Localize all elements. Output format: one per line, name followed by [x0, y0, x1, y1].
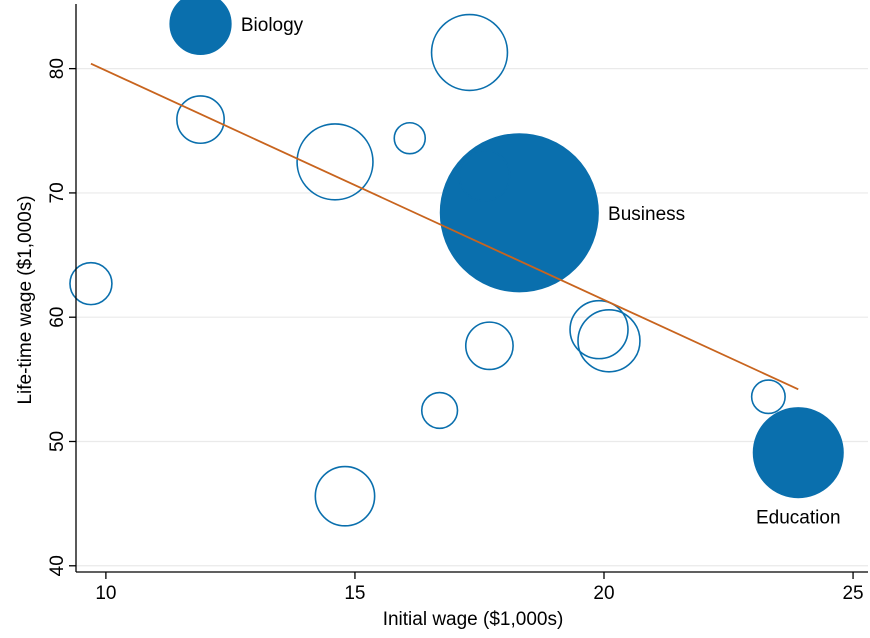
bubble-label: Business — [608, 204, 685, 225]
y-tick-label: 80 — [47, 58, 68, 79]
bubble — [577, 309, 641, 373]
x-tick-label: 15 — [344, 583, 365, 604]
bubble-filled — [752, 407, 844, 499]
y-tick-label: 60 — [47, 307, 68, 328]
fit-line-group — [90, 62, 799, 391]
bubble — [296, 123, 374, 201]
bubble-filled — [439, 133, 599, 293]
fit-line — [90, 62, 799, 391]
bubble — [458, 149, 511, 202]
bubble — [69, 261, 113, 306]
bubble — [314, 465, 376, 527]
bubble — [569, 299, 629, 360]
grid-lines — [76, 68, 868, 567]
bubble — [750, 379, 786, 415]
bubble — [420, 391, 459, 430]
x-tick-label: 10 — [95, 583, 116, 604]
bubble — [430, 13, 509, 92]
bubble-filled — [169, 0, 232, 56]
y-axis-title: Life-time wage ($1,000s) — [15, 195, 36, 404]
bubble-label: Biology — [241, 15, 304, 36]
bubble — [176, 95, 225, 145]
y-tick-label: 40 — [47, 555, 68, 576]
x-tick-label: 20 — [593, 583, 614, 604]
x-tick-label: 25 — [842, 583, 863, 604]
bubble-label: Education — [756, 507, 841, 528]
bubbles — [69, 0, 844, 527]
bubble — [464, 321, 514, 371]
bubble — [393, 121, 427, 155]
x-axis-title: Initial wage ($1,000s) — [383, 609, 564, 630]
point-labels: Biology Business Education — [241, 15, 841, 529]
y-tick-label: 70 — [47, 182, 68, 203]
axes: 10 15 20 25 40 50 60 70 80 — [47, 4, 868, 604]
y-tick-label: 50 — [47, 431, 68, 452]
